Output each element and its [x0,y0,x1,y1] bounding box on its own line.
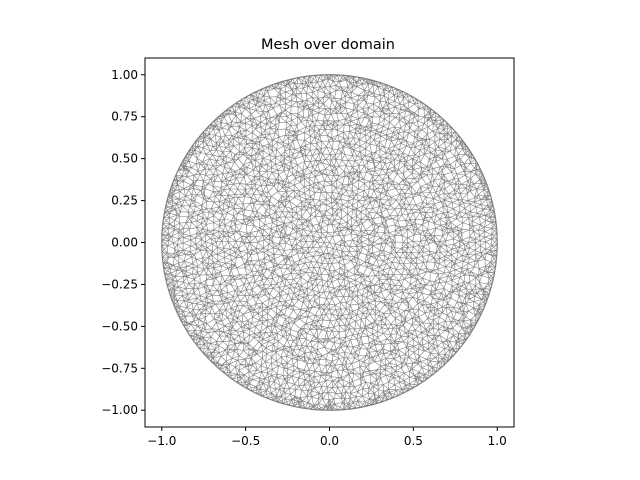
x-tick-label: −1.0 [147,434,176,448]
chart-title: Mesh over domain [261,37,395,53]
x-tick-label: 1.0 [488,434,507,448]
y-tick-label: −0.50 [101,319,138,333]
y-tick-label: −1.00 [101,403,138,417]
y-tick-label: 1.00 [111,68,138,82]
x-tick-label: −0.5 [231,434,260,448]
y-tick-label: −0.25 [101,277,138,291]
mesh-boundary [161,74,498,411]
y-tick-label: −0.75 [101,361,138,375]
x-tick-label: 0.5 [404,434,423,448]
y-tick-label: 0.50 [111,152,138,166]
axes-layer: −1.0 −0.5 0.0 0.5 1.0 1.00 0.75 0.50 0.25 0.00 −0.… [101,57,515,448]
y-tick-label: 0.75 [111,110,138,124]
y-tick-label: 0.00 [111,236,138,250]
mesh-layer [161,74,498,411]
x-tick-label: 0.0 [320,434,339,448]
y-tick-label: 0.25 [111,194,138,208]
mesh-edges [161,74,498,411]
